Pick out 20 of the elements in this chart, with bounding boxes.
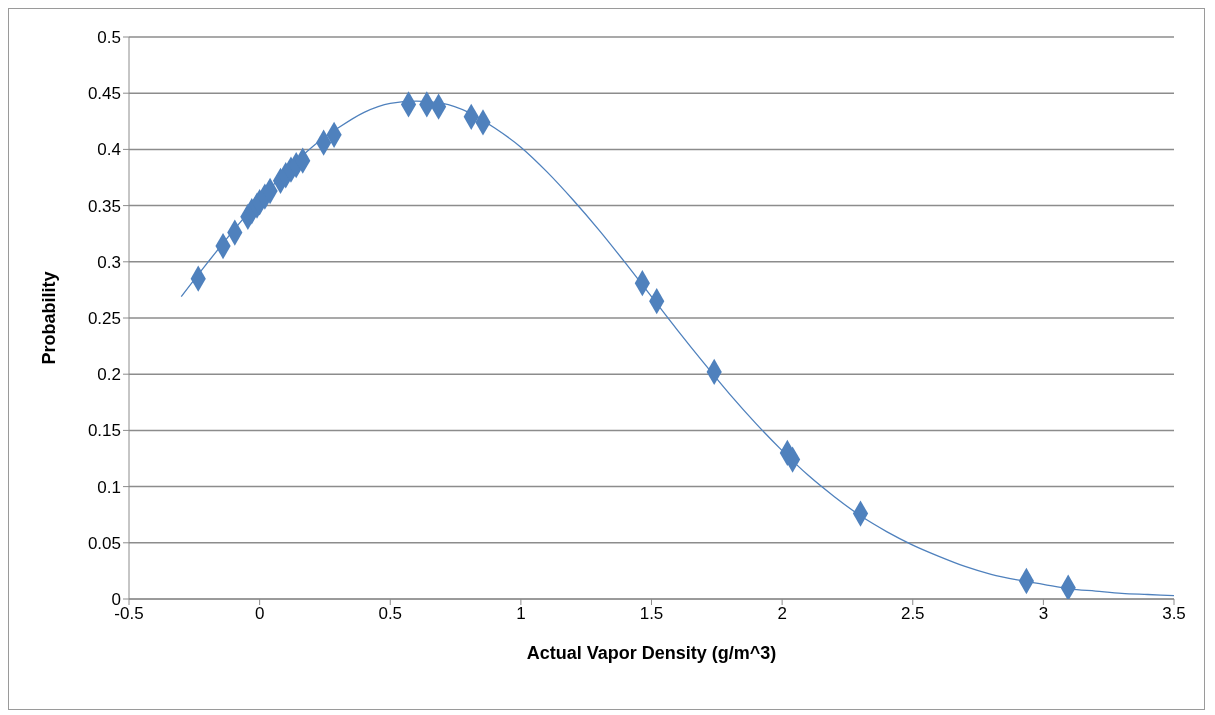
x-tick-label: 1.5 xyxy=(639,604,664,624)
y-tick-label: 0.15 xyxy=(87,421,121,441)
x-tick-label: 3 xyxy=(1038,604,1049,624)
y-tick-label: 0.1 xyxy=(97,477,121,497)
x-tick-label: 0.5 xyxy=(378,604,403,624)
x-tick-label: 0 xyxy=(254,604,265,624)
x-tick-label: 2 xyxy=(777,604,787,624)
y-tick-label: 0.4 xyxy=(97,140,121,160)
y-axis-title: Probability xyxy=(39,271,60,365)
y-tick-label: 0.5 xyxy=(97,28,121,48)
y-tick-label: 0.45 xyxy=(87,84,121,104)
x-tick-label: 2.5 xyxy=(900,604,925,624)
y-tick-label: 0.2 xyxy=(97,365,121,385)
x-tick-label: 3.5 xyxy=(1162,604,1186,624)
y-tick-label: 0.25 xyxy=(87,309,121,329)
y-tick-label: 0.35 xyxy=(87,196,121,216)
x-tick-label: 1 xyxy=(516,604,526,624)
y-tick-label: 0.05 xyxy=(87,533,121,553)
y-tick-label: 0.3 xyxy=(97,252,121,272)
x-axis-title: Actual Vapor Density (g/m^3) xyxy=(526,643,777,663)
